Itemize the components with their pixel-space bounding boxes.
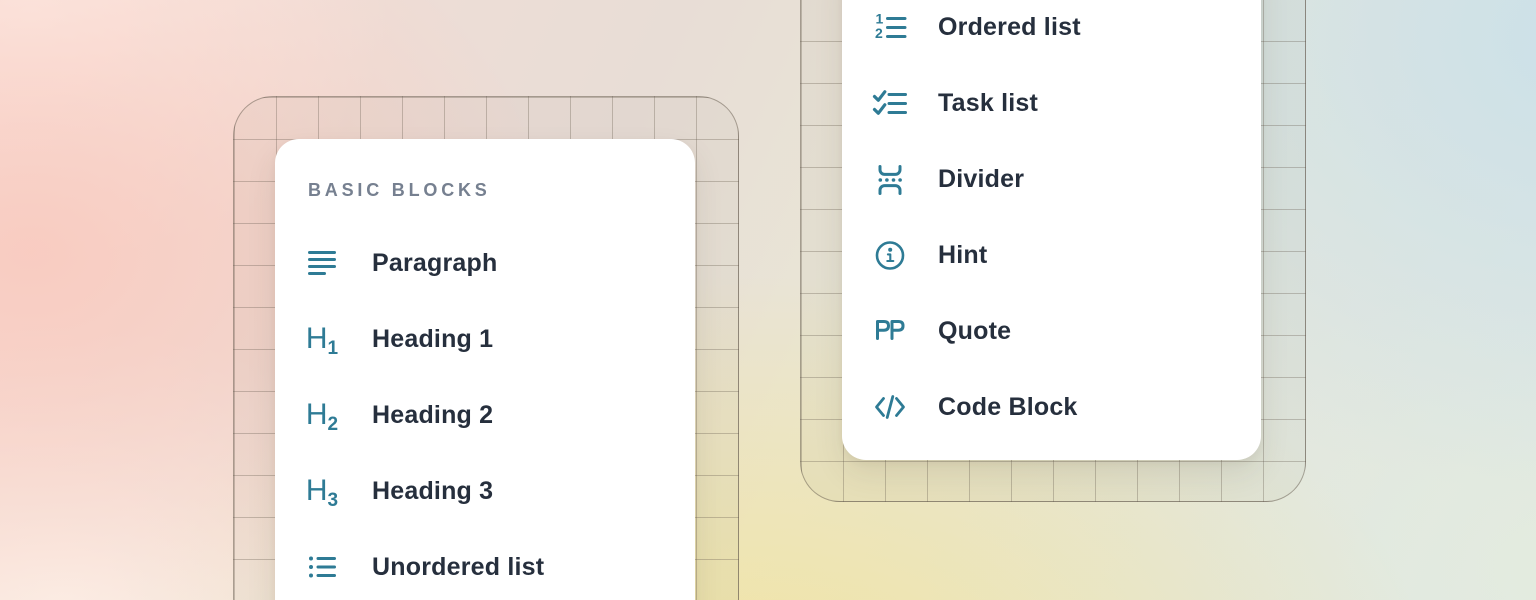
divider-icon: [872, 161, 908, 197]
code-block-icon: [872, 389, 908, 425]
insert-block-menu: 1 2 Ordered list Task list: [842, 0, 1261, 460]
ordered-list-icon: 1 2: [872, 9, 908, 45]
svg-text:2: 2: [875, 25, 883, 41]
menu-item-divider[interactable]: Divider: [842, 141, 1261, 217]
paragraph-icon: [308, 246, 336, 280]
menu-item-label: Divider: [938, 164, 1025, 193]
menu-item-quote[interactable]: Quote: [842, 293, 1261, 369]
menu-item-heading-1[interactable]: H1 Heading 1: [275, 301, 695, 377]
menu-item-label: Hint: [938, 240, 988, 269]
quote-icon: [872, 313, 908, 349]
unordered-list-icon: [308, 550, 336, 584]
basic-blocks-menu: BASIC BLOCKS Paragraph H1 Heading 1 H2 H…: [275, 139, 695, 600]
hint-icon: [872, 237, 908, 273]
heading-2-icon: H2: [305, 398, 339, 435]
menu-item-label: Quote: [938, 316, 1012, 345]
menu-item-unordered-list[interactable]: Unordered list: [275, 529, 695, 600]
svg-text:1: 1: [876, 11, 884, 27]
heading-3-icon: H3: [305, 474, 339, 511]
section-label: BASIC BLOCKS: [308, 180, 491, 200]
heading-1-icon: H1: [305, 322, 339, 359]
menu-item-heading-2[interactable]: H2 Heading 2: [275, 377, 695, 453]
menu-item-ordered-list[interactable]: 1 2 Ordered list: [842, 0, 1261, 65]
menu-item-label: Unordered list: [372, 552, 545, 581]
menu-item-label: Code Block: [938, 392, 1078, 421]
menu-item-label: Paragraph: [372, 248, 498, 277]
menu-item-label: Heading 3: [372, 476, 494, 505]
menu-item-hint[interactable]: Hint: [842, 217, 1261, 293]
menu-item-label: Task list: [938, 88, 1038, 117]
menu-item-label: Heading 1: [372, 324, 494, 353]
menu-item-heading-3[interactable]: H3 Heading 3: [275, 453, 695, 529]
menu-item-code-block[interactable]: Code Block: [842, 369, 1261, 445]
menu-item-label: Heading 2: [372, 400, 494, 429]
menu-item-task-list[interactable]: Task list: [842, 65, 1261, 141]
menu-item-label: Ordered list: [938, 12, 1081, 41]
menu-item-paragraph[interactable]: Paragraph: [275, 225, 695, 301]
task-list-icon: [872, 85, 908, 121]
